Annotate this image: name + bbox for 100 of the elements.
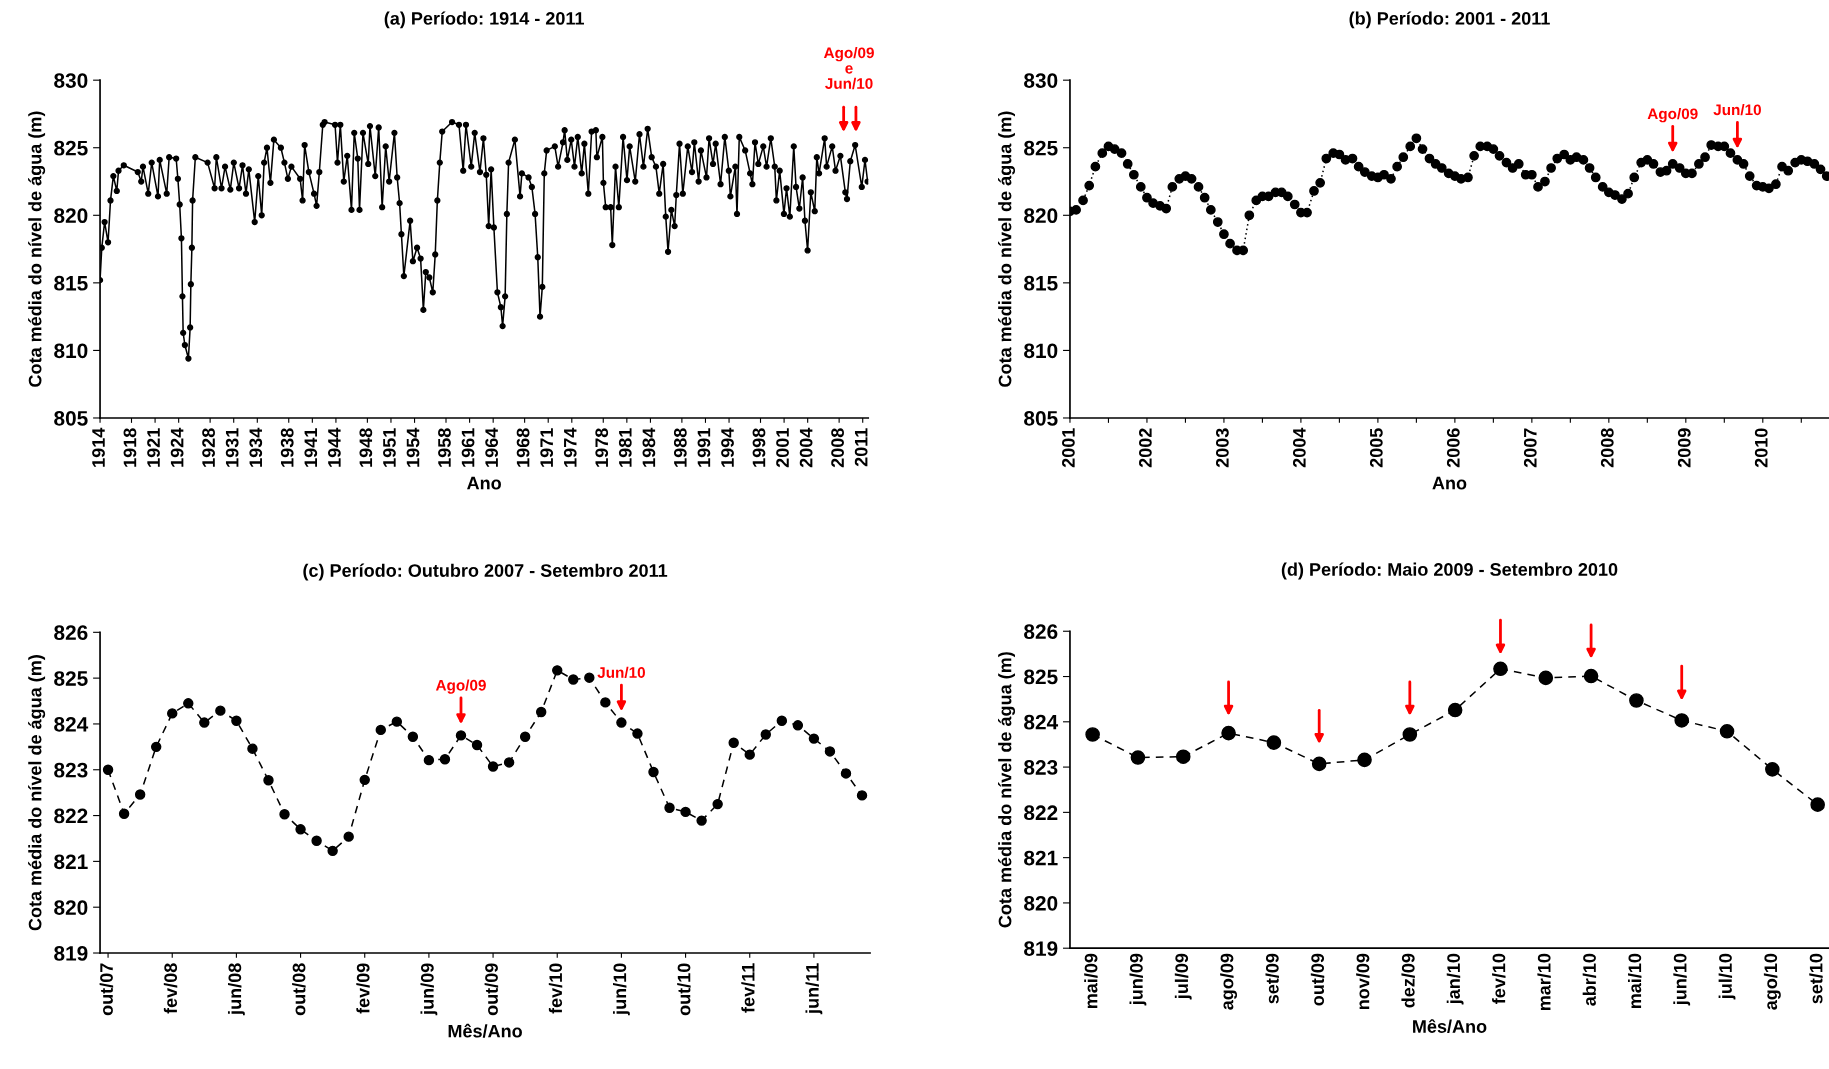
x-tick-label: jul/10 [1718, 953, 1736, 1000]
x-tick-label: 2001 [1062, 428, 1075, 468]
point [134, 789, 146, 800]
x-tick-label: 1978 [595, 428, 609, 467]
point [1674, 713, 1690, 728]
point [150, 741, 162, 753]
x-tick-label: 2010 [1754, 428, 1768, 468]
y-tick-label: 819 [54, 946, 88, 961]
point [840, 768, 852, 779]
x-tick-label: 1951 [383, 428, 396, 467]
y-tick-label: 820 [54, 208, 88, 224]
point [407, 731, 419, 742]
point [1175, 749, 1191, 764]
point [680, 806, 691, 818]
x-tick-label: jan/10 [1446, 953, 1464, 1005]
point [231, 715, 242, 726]
point [503, 757, 515, 768]
y-tick-label: 805 [54, 410, 88, 426]
point [696, 815, 707, 826]
y-axis-title: Cota média do nível de água (m) [28, 655, 46, 931]
x-tick-label: jun/08 [227, 963, 245, 1016]
point [1311, 756, 1327, 772]
y-tick-label: 815 [54, 275, 88, 291]
x-tick-label: 2006 [1446, 428, 1460, 468]
y-axis-title: Cota média do nível de água (m) [998, 111, 1016, 387]
x-tick-label: out/08 [292, 963, 306, 1016]
annotation: Jun/10 [597, 666, 645, 679]
x-tick-label: 2004 [1292, 427, 1306, 468]
point [856, 790, 868, 801]
x-tick-label: fev/08 [163, 963, 178, 1014]
y-tick-label: 823 [54, 762, 88, 778]
point [423, 754, 435, 766]
y-tick-label: 825 [54, 140, 88, 156]
point [391, 716, 403, 727]
y-tick-label: 805 [1024, 410, 1058, 426]
annotation: Ago/09 e Jun/10 [823, 46, 874, 90]
point [519, 731, 531, 742]
x-tick-label: 2009 [1677, 428, 1691, 468]
x-tick-label: 2001 [776, 428, 789, 468]
point [311, 835, 322, 846]
chart-title: (a) Período: 1914 - 2011 [384, 11, 584, 29]
x-tick-label: ago/10 [1763, 953, 1781, 1010]
x-tick-label: fev/10 [1492, 953, 1506, 1004]
x-tick-label: 1941 [304, 428, 318, 467]
point [327, 845, 338, 857]
point [728, 737, 739, 748]
x-tick-label: 2005 [1369, 428, 1383, 468]
x-tick-label: 2003 [1215, 428, 1229, 468]
x-tick-label: jul/09 [1174, 953, 1192, 1000]
point [1629, 693, 1644, 708]
point [455, 730, 467, 741]
x-tick-label: 2002 [1139, 428, 1152, 468]
x-tick-label: 1958 [438, 428, 451, 467]
point [552, 665, 563, 676]
x-tick-label: 1981 [618, 428, 632, 467]
x-tick-label: 1988 [673, 428, 687, 467]
x-axis-title: Ano [467, 476, 501, 490]
point [295, 824, 306, 835]
x-tick-label: 2011 [854, 428, 868, 467]
chart-title: (d) Período: Maio 2009 - Setembro 2010 [1281, 562, 1618, 580]
x-tick-label: jun/09 [420, 963, 438, 1016]
x-tick-label: 1998 [752, 428, 766, 467]
point [1538, 670, 1554, 686]
y-tick-label: 820 [1024, 208, 1058, 224]
x-tick-label: 1914 [92, 427, 105, 467]
y-tick-label: 815 [1024, 275, 1058, 291]
x-tick-label: 2007 [1523, 428, 1537, 468]
point [1719, 724, 1735, 739]
x-axis-title: Mês/Ano [448, 1023, 522, 1038]
point [215, 705, 226, 716]
point [375, 724, 386, 736]
point [776, 715, 788, 726]
point [118, 808, 130, 819]
y-tick-label: 821 [54, 854, 88, 870]
x-tick-label: 1924 [170, 427, 184, 467]
y-axis-title: Cota média do nível de água (m) [28, 111, 46, 387]
point [792, 720, 804, 731]
y-tick-label: 830 [1024, 73, 1058, 88]
point [664, 802, 675, 813]
x-tick-label: 1921 [147, 428, 160, 467]
chart-title: (b) Período: 2001 - 2011 [1349, 11, 1550, 29]
point [824, 746, 836, 757]
x-tick-label: jun/11 [805, 963, 823, 1015]
x-tick-label: 1918 [123, 428, 137, 467]
point [1810, 797, 1825, 812]
point [568, 674, 579, 685]
x-tick-label: jun/10 [612, 963, 630, 1016]
x-tick-label: ago/09 [1220, 953, 1238, 1010]
point [1447, 702, 1463, 718]
point [487, 761, 499, 772]
y-tick-label: 830 [54, 73, 88, 88]
x-tick-label: 1994 [721, 427, 734, 467]
point [808, 733, 820, 744]
x-tick-label: 1934 [249, 427, 263, 467]
x-tick-label: out/09 [1310, 953, 1325, 1006]
y-tick-label: 825 [54, 671, 88, 686]
y-tick-label: 826 [54, 625, 88, 641]
y-tick-label: 825 [1024, 140, 1058, 156]
y-tick-label: 825 [1024, 669, 1058, 685]
x-tick-label: 2008 [831, 428, 844, 468]
